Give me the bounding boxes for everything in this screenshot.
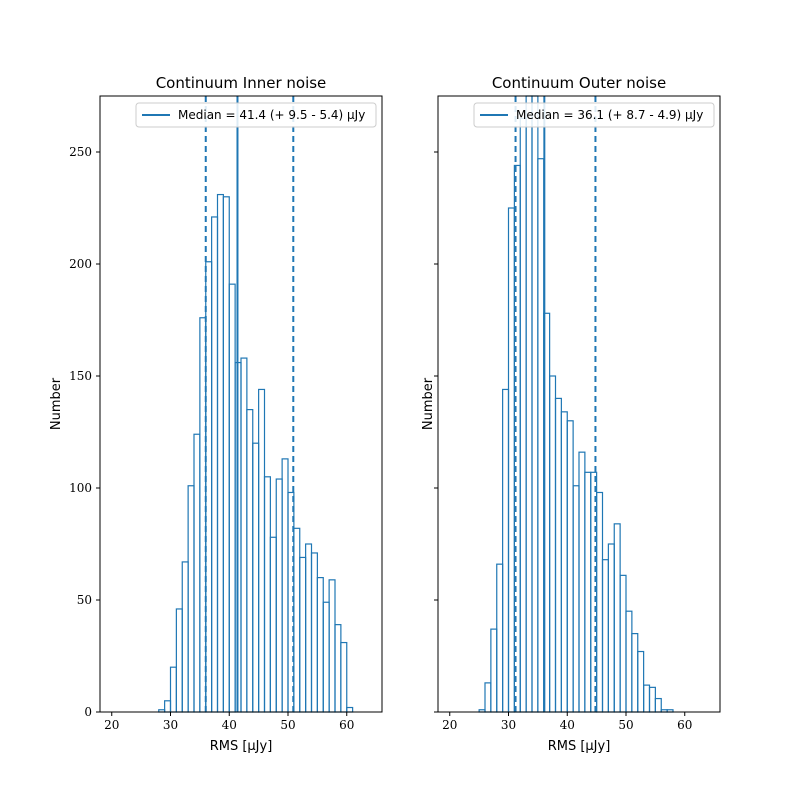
chart-title: Continuum Inner noise: [156, 74, 327, 92]
y-ticks: 0 50 100 150 200 250: [69, 145, 100, 719]
y-tick-label: 50: [77, 593, 92, 607]
y-axis-label: Number: [49, 377, 64, 430]
x-ticks: 20 30 40 50 60: [104, 712, 354, 732]
median-lines: [514, 96, 597, 712]
x-tick-label: 20: [104, 718, 119, 732]
x-tick-label: 60: [677, 718, 692, 732]
y-tick-label: 250: [69, 145, 92, 159]
x-tick-label: 30: [163, 718, 178, 732]
x-tick-label: 30: [501, 718, 516, 732]
legend-box: [135, 102, 377, 128]
median-lines: [204, 96, 295, 712]
x-axis-label: RMS [μJy]: [210, 739, 273, 754]
x-tick-label: 20: [442, 718, 457, 732]
x-tick-label: 50: [280, 718, 295, 732]
x-ticks: 20 30 40 50 60: [442, 712, 692, 732]
y-tick-label: 100: [69, 481, 92, 495]
legend-label: Median = 36.1 (+ 8.7 - 4.9) μJy: [516, 108, 703, 122]
y-tick-label: 150: [69, 369, 92, 383]
x-tick-label: 60: [339, 718, 354, 732]
x-tick-label: 40: [222, 718, 237, 732]
chart-title: Continuum Outer noise: [492, 74, 666, 92]
axes-frame: [99, 95, 383, 713]
legend: Median = 41.4 (+ 9.5 - 5.4) μJy: [135, 102, 377, 128]
legend: Median = 36.1 (+ 8.7 - 4.9) μJy: [473, 102, 715, 128]
x-tick-label: 40: [560, 718, 575, 732]
panel-inner-noise: 20 30 40 50 60 0 50 100 150 200 250 Continuum Inn…: [49, 74, 383, 754]
y-tick-label: 0: [84, 705, 92, 719]
legend-box: [473, 102, 715, 128]
legend-label: Median = 41.4 (+ 9.5 - 5.4) μJy: [178, 108, 365, 122]
panel-outer-noise: 20 30 40 50 60 Continuum Outer noise RMS [μJ…: [421, 74, 721, 754]
y-axis-label: Number: [421, 377, 436, 430]
x-axis-label: RMS [μJy]: [548, 739, 611, 754]
y-ticks: [434, 151, 438, 713]
x-tick-label: 50: [618, 718, 633, 732]
axes-frame: [437, 95, 721, 713]
y-tick-label: 200: [69, 257, 92, 271]
